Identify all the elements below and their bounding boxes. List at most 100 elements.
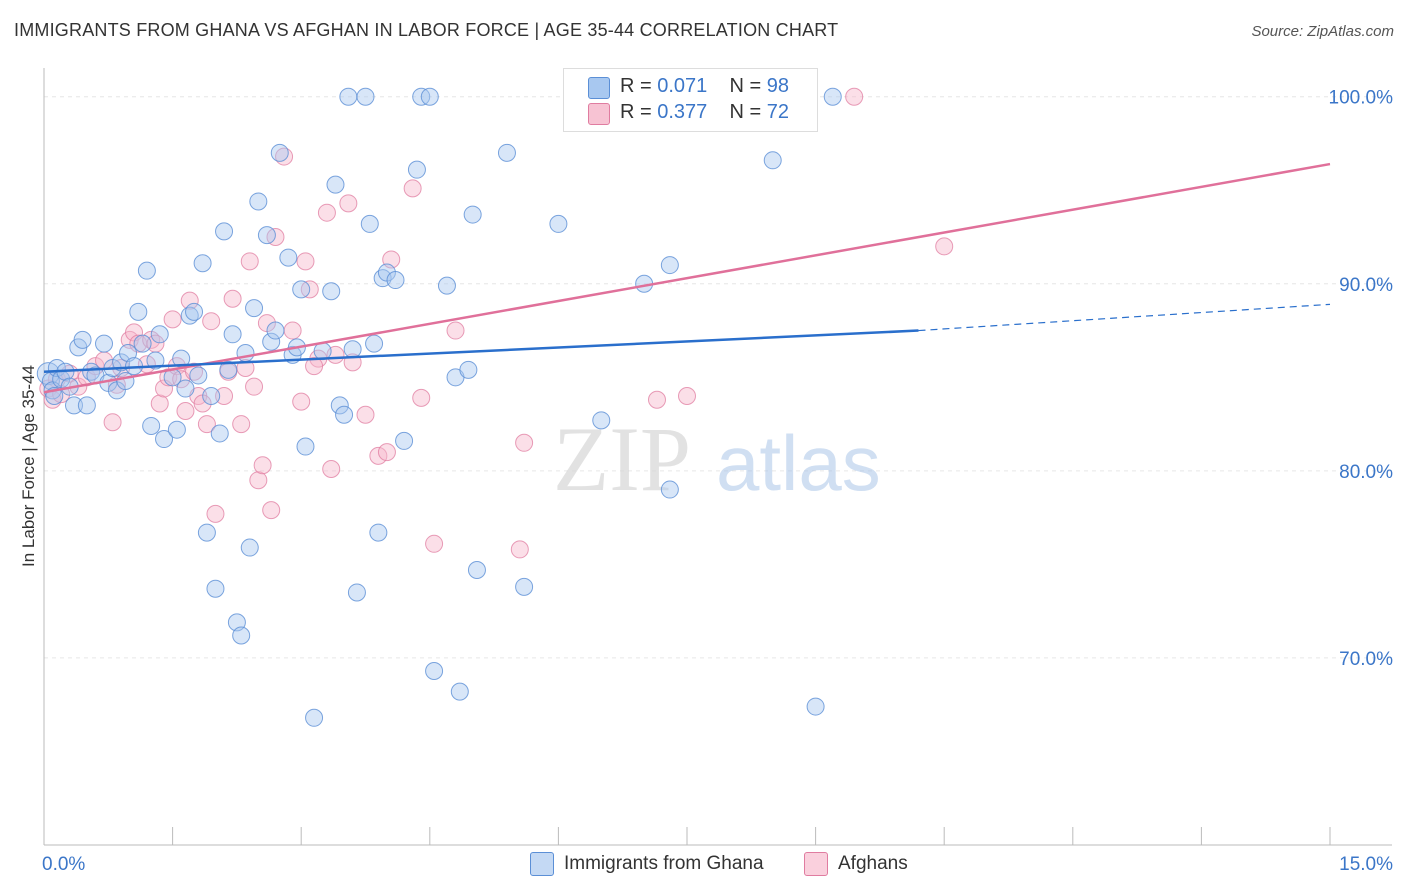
watermark-atlas: atlas xyxy=(716,419,881,507)
afghan-point xyxy=(647,390,666,409)
afghan-point xyxy=(339,194,358,213)
afghan-point xyxy=(253,456,272,475)
afghan-point xyxy=(305,357,324,376)
afghan-point xyxy=(283,321,302,340)
x-tick-label: 0.0% xyxy=(42,854,85,875)
ghana-point xyxy=(459,360,478,379)
ghana-point xyxy=(420,87,439,106)
ghana-point xyxy=(326,175,345,194)
chart-title: IMMIGRANTS FROM GHANA VS AFGHAN IN LABOR… xyxy=(14,20,839,40)
ghana-point xyxy=(369,523,388,542)
legend-r-value: 0.377 xyxy=(657,101,708,123)
bottom-legend-afghan: Afghans xyxy=(804,852,908,876)
ghana-point xyxy=(330,396,349,415)
afghan-point xyxy=(446,321,465,340)
ghana-point xyxy=(365,334,384,353)
afghan-point xyxy=(240,252,259,271)
ghana-point xyxy=(236,343,255,362)
afghan-point xyxy=(322,459,341,478)
ghana-point xyxy=(133,334,152,353)
gridlines xyxy=(44,96,1392,659)
ghana-point xyxy=(150,325,169,344)
legend-r-label: R = xyxy=(620,101,652,123)
legend-n-label: N = xyxy=(729,75,762,97)
ghana-point xyxy=(210,424,229,443)
afghan-trend-line xyxy=(43,162,1331,394)
ghana-point xyxy=(167,420,186,439)
afghan-point xyxy=(296,252,315,271)
ghana-point xyxy=(77,396,96,415)
ghana-point xyxy=(65,396,84,415)
ghana-point xyxy=(437,276,456,295)
ghana-point xyxy=(215,222,234,241)
ghana-point xyxy=(549,214,568,233)
afghan-point xyxy=(202,312,221,331)
ghana-legend-label: Immigrants from Ghana xyxy=(564,853,764,875)
ghana-trend-extension xyxy=(918,303,1331,332)
y-axis-label: In Labor Force | Age 35-44 xyxy=(19,365,38,567)
ghana-point xyxy=(257,226,276,245)
ghana-point xyxy=(356,87,375,106)
ghana-point xyxy=(425,662,444,681)
ghana-point xyxy=(266,321,285,340)
ghana-point xyxy=(347,583,366,602)
afghan-point xyxy=(150,394,169,413)
afghan-point xyxy=(412,388,431,407)
ghana-point xyxy=(763,151,782,170)
ghana-point xyxy=(823,87,842,106)
ghana-point xyxy=(73,330,92,349)
ghana-point xyxy=(202,387,221,406)
ghana-point xyxy=(129,302,148,321)
ghana-point xyxy=(360,214,379,233)
ghana-point xyxy=(249,192,268,211)
ghana-point xyxy=(660,256,679,275)
afghan-point xyxy=(510,540,529,559)
ghana-point xyxy=(119,343,138,362)
afghan-point xyxy=(317,203,336,222)
afghan-point xyxy=(262,501,281,520)
ghana-point xyxy=(223,325,242,344)
afghan-point xyxy=(403,179,422,198)
ghana-point xyxy=(335,405,354,424)
chart-source: Source: ZipAtlas.com xyxy=(1251,23,1394,40)
trend-lines xyxy=(43,162,1331,394)
ghana-point xyxy=(592,411,611,430)
bottom-legend-ghana: Immigrants from Ghana xyxy=(530,852,764,876)
afghan-point xyxy=(180,291,199,310)
ghana-point xyxy=(407,160,426,179)
ghana-point xyxy=(463,205,482,224)
legend-r-label: R = xyxy=(620,75,652,97)
ghana-point xyxy=(296,437,315,456)
ghana-point xyxy=(219,360,238,379)
correlation-legend: R = 0.071 N = 98 R = 0.377 N = 72 xyxy=(563,68,818,132)
ghana-point xyxy=(206,579,225,598)
x-tick-label: 15.0% xyxy=(1339,854,1393,875)
y-tick-label: 90.0% xyxy=(1339,275,1393,296)
y-tick-label: 70.0% xyxy=(1339,649,1393,670)
ghana-point xyxy=(116,372,135,391)
afghan-point xyxy=(935,237,954,256)
legend-n-value: 72 xyxy=(766,101,790,123)
ghana-points xyxy=(36,87,842,727)
legend-n-value: 98 xyxy=(766,75,790,97)
ghana-point xyxy=(322,282,341,301)
ghana-point xyxy=(806,697,825,716)
axes xyxy=(43,68,1392,846)
afghan-point xyxy=(356,405,375,424)
afghan-point xyxy=(206,504,225,523)
afghan-point xyxy=(249,471,268,490)
afghan-point xyxy=(103,413,122,432)
ghana-point xyxy=(262,332,281,351)
ghana-point xyxy=(279,248,298,267)
afghan-swatch xyxy=(804,852,828,876)
afghan-point xyxy=(245,377,264,396)
ghana-point xyxy=(197,523,216,542)
legend-r-value: 0.071 xyxy=(657,75,708,97)
ghana-point xyxy=(193,254,212,273)
afghan-point xyxy=(425,534,444,553)
watermark-zip: ZIP xyxy=(553,408,691,510)
ghana-point xyxy=(232,626,251,645)
afghan-point xyxy=(215,387,234,406)
afghan-point xyxy=(176,401,195,420)
